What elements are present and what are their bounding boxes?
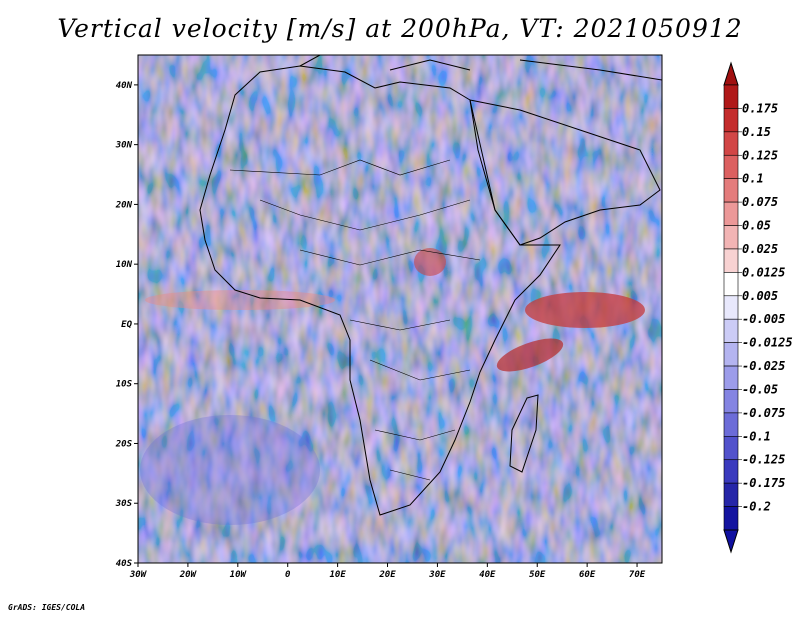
colorbar-swatch-16 <box>723 459 739 484</box>
lat-tick-label: 20N <box>115 200 133 210</box>
lat-tick-label: 40S <box>116 559 133 569</box>
colorbar-label: -0.0125 <box>742 336 793 350</box>
colorbar-label: -0.1 <box>742 429 771 443</box>
ascent-region-central-africa <box>414 248 446 276</box>
lat-tick-label: EQ <box>121 320 132 330</box>
colorbar-label: 0.0125 <box>742 265 785 279</box>
colorbar-label: 0.175 <box>742 101 778 115</box>
colorbar-label: -0.075 <box>742 406 785 420</box>
colorbar-label: 0.1 <box>742 172 764 186</box>
lon-tick-label: 10W <box>230 570 248 580</box>
colorbar-swatch-5 <box>723 201 739 226</box>
colorbar-label: 0.05 <box>742 219 771 233</box>
lat-tick-label: 10S <box>116 380 133 390</box>
colorbar-label: -0.125 <box>742 453 785 467</box>
ascent-band-equatorial <box>145 290 335 310</box>
colorbar-label: -0.05 <box>742 382 778 396</box>
lon-tick-label: 60E <box>579 570 596 580</box>
ascent-region-indian-ocean <box>525 292 645 328</box>
map-title: Vertical velocity [m/s] at 200hPa, VT: 2… <box>57 14 743 43</box>
colorbar-top-arrow <box>723 61 739 86</box>
colorbar: 0.175 0.15 0.125 0.1 0.075 0.05 0.025 0.0125 0.0… <box>723 61 793 554</box>
colorbar-swatch-12 <box>723 365 739 390</box>
lon-tick-label: 30E <box>428 570 446 580</box>
colorbar-swatch-7 <box>723 248 739 273</box>
colorbar-swatch-11 <box>723 342 739 367</box>
madagascar-coastline <box>509 394 539 473</box>
colorbar-label: 0.15 <box>742 125 771 139</box>
longitude-ticks: 30W 20W 10W 0 10E 20E 30E 40E 50E 60E 70E <box>129 563 646 580</box>
colorbar-swatch-4 <box>723 178 739 203</box>
colorbar-label: 0.005 <box>742 289 778 303</box>
velocity-field <box>138 55 662 563</box>
colorbar-swatch-1 <box>723 108 739 133</box>
colorbar-swatch-3 <box>723 154 739 179</box>
subsidence-region-south-atlantic <box>140 415 320 525</box>
lon-tick-label: 50E <box>529 570 546 580</box>
lon-tick-label: 30W <box>129 570 148 580</box>
colorbar-label: -0.2 <box>742 500 771 514</box>
lat-tick-label: 20S <box>115 439 133 449</box>
lon-tick-label: 20E <box>378 570 396 580</box>
colorbar-swatch-17 <box>723 482 739 507</box>
grads-credit: GrADS: IGES/COLA <box>8 603 86 612</box>
lon-tick-label: 70E <box>629 570 646 580</box>
colorbar-label: -0.175 <box>742 476 785 490</box>
colorbar-label: 0.025 <box>742 242 778 256</box>
colorbar-label: 0.125 <box>742 148 778 162</box>
colorbar-swatch-0 <box>723 84 739 109</box>
lat-tick-label: 30N <box>115 141 133 151</box>
mediterranean-coast <box>299 55 662 81</box>
colorbar-swatch-15 <box>723 436 739 461</box>
arabia-coastline <box>469 99 661 246</box>
colorbar-label: 0.075 <box>742 195 778 209</box>
colorbar-swatch-13 <box>723 389 739 414</box>
colorbar-swatch-18 <box>723 506 739 531</box>
plot-frame <box>137 54 663 564</box>
colorbar-swatch-8 <box>723 272 739 297</box>
lon-tick-label: 0 <box>285 570 291 580</box>
colorbar-label: -0.025 <box>742 359 785 373</box>
colorbar-bottom-arrow <box>723 529 739 554</box>
colorbar-label: -0.005 <box>742 312 785 326</box>
latitude-ticks: 40N 30N 20N 10N EQ 10S 20S 30S 40S <box>115 81 138 569</box>
colorbar-swatch-6 <box>723 225 739 250</box>
lat-tick-label: 30S <box>115 499 133 509</box>
country-borders <box>229 159 481 481</box>
ascent-region-east-africa <box>496 338 564 372</box>
lon-tick-label: 10E <box>329 570 346 580</box>
colorbar-swatch-10 <box>723 318 739 343</box>
lon-tick-label: 40E <box>479 570 496 580</box>
lat-tick-label: 10N <box>116 260 133 270</box>
africa-coastline <box>199 65 561 516</box>
colorbar-swatch-14 <box>723 412 739 437</box>
colorbar-swatch-9 <box>723 295 739 320</box>
colorbar-swatch-2 <box>723 131 739 156</box>
lat-tick-label: 40N <box>116 81 133 91</box>
coastlines <box>199 55 662 516</box>
lon-tick-label: 20W <box>179 570 198 580</box>
